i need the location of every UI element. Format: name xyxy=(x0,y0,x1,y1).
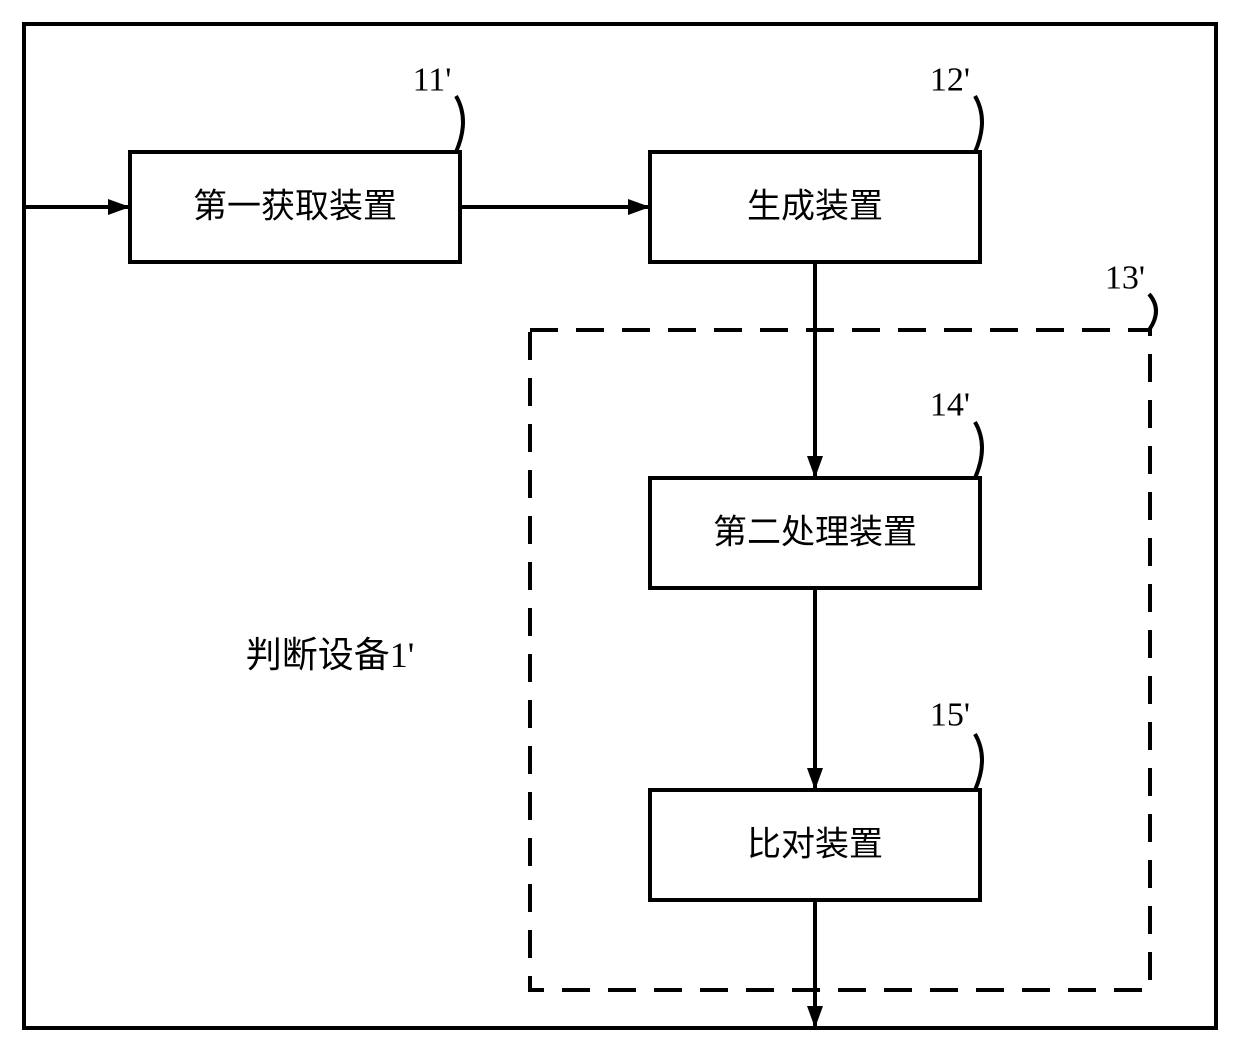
dashed-frame-ref: 13' xyxy=(1105,260,1156,331)
lead-line xyxy=(1149,294,1156,330)
node-label: 第一获取装置 xyxy=(193,188,397,226)
ref-label: 11' xyxy=(413,62,452,99)
device-label: 判断设备1' xyxy=(246,635,415,675)
diagram-canvas: 第一获取装置 11' 生成装置 12' 第二处理装置 14' 比对装置 15' … xyxy=(0,0,1240,1052)
edges-group xyxy=(24,207,815,1028)
ref-label: 13' xyxy=(1105,260,1145,297)
node-generation-device: 生成装置 12' xyxy=(650,62,982,263)
lead-line xyxy=(975,734,982,790)
ref-label: 14' xyxy=(930,387,970,424)
lead-line xyxy=(456,96,463,152)
node-label: 第二处理装置 xyxy=(713,514,917,552)
lead-line xyxy=(975,96,982,152)
node-label: 生成装置 xyxy=(747,188,883,226)
ref-label: 12' xyxy=(930,62,970,99)
lead-line xyxy=(975,422,982,478)
node-first-acquisition-device: 第一获取装置 11' xyxy=(130,62,463,263)
ref-label: 15' xyxy=(930,697,970,734)
node-label: 比对装置 xyxy=(747,826,883,864)
